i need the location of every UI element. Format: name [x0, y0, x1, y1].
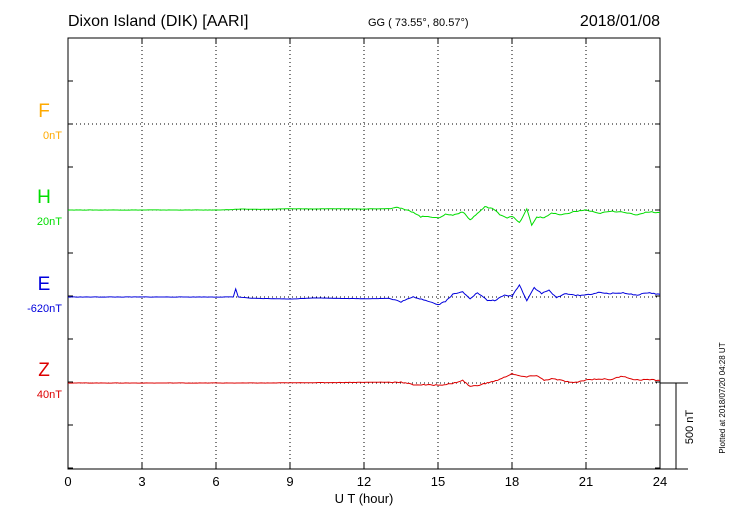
- x-tick-label: 0: [64, 474, 71, 489]
- component-baseline-z: 40nT: [37, 389, 62, 401]
- x-tick-label: 15: [431, 474, 445, 489]
- grid-lines: [68, 38, 660, 469]
- x-tick-label: 18: [505, 474, 519, 489]
- series-line-h: [67, 205, 661, 227]
- x-tick-label: 21: [579, 474, 593, 489]
- scale-bar: 500 nT: [660, 382, 696, 470]
- coordinates-label: GG ( 73.55°, 80.57°): [368, 17, 469, 29]
- component-labels: F 0nT H 20nT E -620nT Z 40nT: [27, 101, 62, 401]
- component-letter-e: E: [38, 274, 51, 295]
- series-line-z: [68, 372, 661, 387]
- x-tick-label: 3: [138, 474, 145, 489]
- date-label: 2018/01/08: [580, 13, 660, 30]
- component-baseline-h: 20nT: [37, 216, 62, 228]
- component-baseline-f: 0nT: [43, 130, 62, 142]
- scale-bar-label: 500 nT: [684, 410, 696, 445]
- component-letter-f: F: [38, 101, 50, 122]
- component-letter-h: H: [37, 187, 51, 208]
- x-tick-label: 24: [653, 474, 667, 489]
- series-line-e: [67, 283, 661, 306]
- x-axis-title: U T (hour): [335, 491, 394, 506]
- x-tick-label: 9: [286, 474, 293, 489]
- component-baseline-e: -620nT: [27, 303, 62, 315]
- x-tick-label: 6: [212, 474, 219, 489]
- x-axis-ticks: 0 3 6 9 12 15 18 21 24: [64, 38, 667, 489]
- plotted-timestamp: Plotted at 2018/07/20 04:28 UT: [718, 342, 727, 453]
- component-letter-z: Z: [38, 360, 50, 381]
- x-tick-label: 12: [357, 474, 371, 489]
- series-traces: [67, 205, 661, 387]
- station-title: Dixon Island (DIK) [AARI]: [68, 13, 249, 30]
